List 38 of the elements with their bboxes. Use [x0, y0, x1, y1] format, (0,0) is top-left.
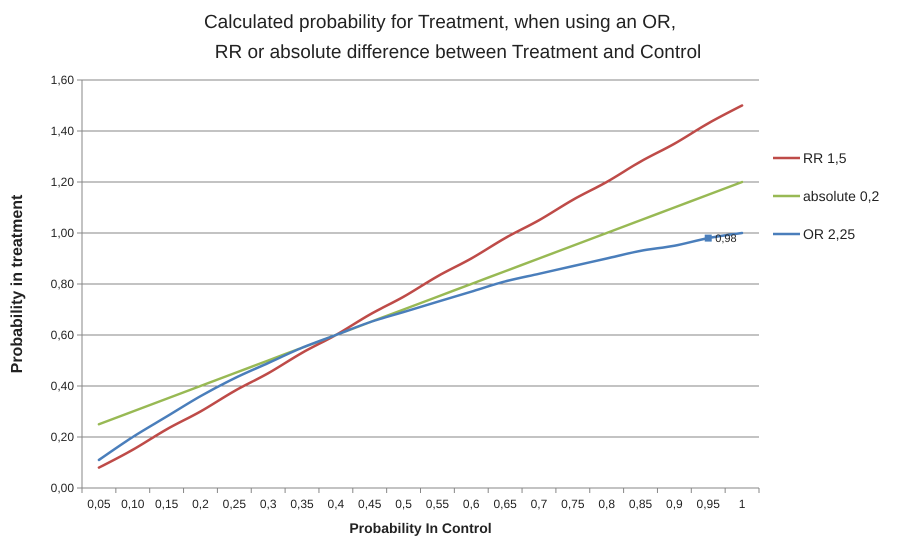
line-series	[98, 232, 744, 462]
x-tick-label: 0,3	[260, 497, 277, 511]
x-tick-label: 0,05	[87, 497, 111, 511]
x-tick-label: 0,75	[561, 497, 585, 511]
y-tick-label: 1,60	[50, 73, 74, 87]
y-tick-label: 0,00	[50, 481, 74, 495]
x-tick-label: 0,45	[358, 497, 382, 511]
data-label: 0,98	[715, 233, 737, 246]
x-tick-label: 0,6	[462, 497, 480, 511]
legend-label: RR 1,5	[803, 150, 847, 166]
x-tick-label: 1	[738, 497, 746, 511]
x-tick-label: 0,65	[493, 497, 518, 511]
x-tick-label: 0,7	[530, 497, 548, 511]
x-tick-label: 0,10	[121, 497, 145, 511]
x-tick-label: 0,4	[328, 497, 345, 511]
x-tick-label: 0,8	[598, 497, 616, 511]
x-tick-label: 0,5	[395, 497, 412, 511]
legend-label: OR 2,25	[803, 226, 856, 242]
legend-label: absolute 0,2	[803, 188, 880, 204]
y-tick-label: 1,40	[50, 124, 74, 138]
x-tick-label: 0,2	[192, 497, 210, 511]
line-series	[98, 104, 744, 469]
x-tick-label: 0,95	[696, 497, 720, 511]
x-tick-label: 0,9	[666, 497, 684, 511]
x-tick-label: 0,25	[222, 497, 246, 511]
y-tick-label: 1,20	[50, 175, 74, 189]
y-tick-label: 0,20	[50, 430, 74, 444]
y-tick-label: 0,80	[50, 277, 74, 291]
x-tick-label: 0,35	[290, 497, 314, 511]
y-tick-label: 0,40	[50, 379, 74, 393]
x-tick-label: 0,85	[628, 497, 653, 511]
chart-title: Calculated probability for Treatment, when using an OR, RR or absolute difference between Treatment and Control	[204, 12, 702, 63]
y-tick-label: 1,00	[50, 226, 74, 240]
y-axis-title: Probability in treatment	[9, 194, 26, 374]
x-axis-title: Probability In Control	[349, 520, 492, 536]
y-tick-label: 0,60	[50, 328, 74, 342]
x-tick-label: 0,15	[154, 497, 179, 511]
x-tick-label: 0,55	[426, 497, 450, 511]
